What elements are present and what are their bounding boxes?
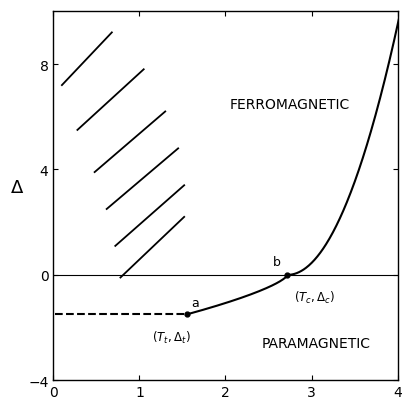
Text: a: a — [191, 297, 198, 309]
Text: b: b — [272, 256, 280, 269]
Text: $(T_c, \Delta_c)$: $(T_c, \Delta_c)$ — [294, 290, 335, 306]
Text: FERROMAGNETIC: FERROMAGNETIC — [229, 97, 349, 111]
Y-axis label: Δ: Δ — [11, 178, 23, 196]
Text: PARAMAGNETIC: PARAMAGNETIC — [261, 337, 369, 351]
Text: $(T_t, \Delta_t)$: $(T_t, \Delta_t)$ — [152, 329, 191, 345]
